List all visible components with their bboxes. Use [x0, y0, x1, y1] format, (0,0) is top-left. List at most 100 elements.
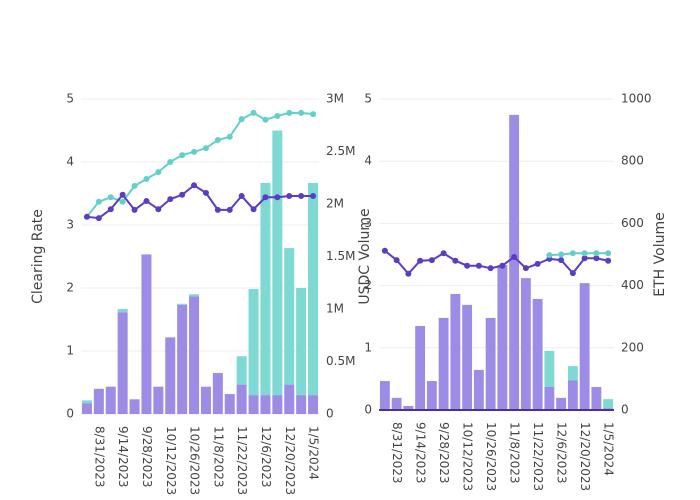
point — [511, 253, 518, 260]
point — [179, 152, 186, 159]
y2-tick-label: 2M — [326, 197, 344, 211]
y-tick-label: 3 — [364, 216, 372, 230]
point — [298, 193, 305, 200]
y2-tick-label: 1.5M — [326, 249, 355, 263]
point — [131, 206, 138, 213]
y2-tick-label: 400 — [621, 278, 644, 292]
bar — [308, 183, 319, 396]
point — [310, 193, 317, 200]
point — [226, 206, 233, 213]
point — [95, 198, 102, 205]
bar — [544, 350, 555, 387]
point — [143, 198, 150, 205]
point — [558, 251, 565, 258]
x-tick-label: 12/20/2023 — [283, 426, 297, 495]
bar — [177, 304, 188, 414]
point — [95, 215, 102, 222]
point — [119, 198, 126, 205]
point — [167, 196, 174, 203]
point — [569, 250, 576, 257]
y2-tick-label: 3M — [326, 92, 344, 106]
point — [286, 109, 293, 116]
x-tick-label: 12/20/2023 — [578, 422, 592, 491]
point — [464, 262, 471, 269]
point — [155, 206, 162, 213]
x-tick-label: 11/22/2023 — [235, 426, 249, 495]
bar — [117, 312, 128, 414]
y2-tick-label: 600 — [621, 216, 644, 230]
x-tick-label: 11/8/2023 — [211, 426, 225, 488]
bar — [224, 394, 235, 414]
x-tick-label: 1/5/2024 — [307, 426, 321, 480]
point — [274, 113, 281, 120]
bar — [248, 395, 259, 414]
x-tick-label: 10/26/2023 — [484, 422, 498, 491]
bar — [544, 386, 555, 410]
point — [191, 148, 198, 155]
point — [250, 109, 257, 116]
point — [487, 265, 494, 272]
x-tick-label: 12/6/2023 — [555, 422, 569, 484]
point — [581, 250, 588, 257]
bar — [450, 293, 461, 410]
point — [214, 136, 221, 143]
point — [250, 206, 257, 213]
point — [581, 255, 588, 262]
point — [274, 194, 281, 201]
bar — [567, 366, 578, 381]
y-tick-label: 5 — [66, 92, 74, 106]
point — [475, 262, 482, 269]
point — [428, 257, 435, 264]
y2-axis-title: ETH Volume — [652, 212, 668, 296]
point — [298, 109, 305, 116]
y2-tick-label: 0 — [621, 403, 629, 417]
point — [558, 257, 565, 264]
bar — [272, 130, 283, 396]
point — [310, 111, 317, 118]
bar — [556, 397, 567, 410]
point — [262, 194, 269, 201]
bar — [212, 373, 223, 414]
point — [605, 250, 612, 257]
point — [202, 189, 209, 196]
x-tick-label: 9/28/2023 — [437, 422, 451, 484]
bar — [260, 395, 271, 414]
bar — [272, 395, 283, 414]
point — [286, 193, 293, 200]
bar — [117, 309, 128, 313]
point — [593, 255, 600, 262]
y2-tick-label: 0.5M — [326, 354, 355, 368]
bar — [497, 265, 508, 410]
bar — [260, 183, 271, 396]
bar — [438, 317, 449, 410]
point — [593, 250, 600, 257]
y-tick-label: 4 — [66, 155, 74, 169]
point — [131, 182, 138, 189]
point — [83, 213, 90, 220]
bar — [177, 303, 188, 305]
point — [119, 191, 126, 198]
y-tick-label: 3 — [66, 218, 74, 232]
point — [191, 182, 198, 189]
point — [546, 252, 553, 259]
y2-tick-label: 800 — [621, 154, 644, 168]
point — [522, 265, 529, 272]
point — [393, 257, 400, 264]
point — [143, 176, 150, 183]
y-tick-label: 2 — [66, 281, 74, 295]
bar — [462, 304, 473, 410]
bar — [284, 248, 295, 385]
y2-tick-label: 2.5M — [326, 144, 355, 158]
y-tick-label: 1 — [66, 344, 74, 358]
y2-tick-label: 1M — [326, 302, 344, 316]
y-tick-label: 1 — [364, 340, 372, 354]
bar — [520, 278, 531, 410]
bar — [189, 296, 200, 414]
point — [202, 145, 209, 152]
bar — [473, 369, 484, 410]
bar — [236, 356, 247, 385]
x-tick-label: 9/14/2023 — [116, 426, 130, 488]
point — [107, 206, 114, 213]
bar — [165, 337, 176, 414]
y2-tick-label: 0 — [326, 407, 334, 421]
